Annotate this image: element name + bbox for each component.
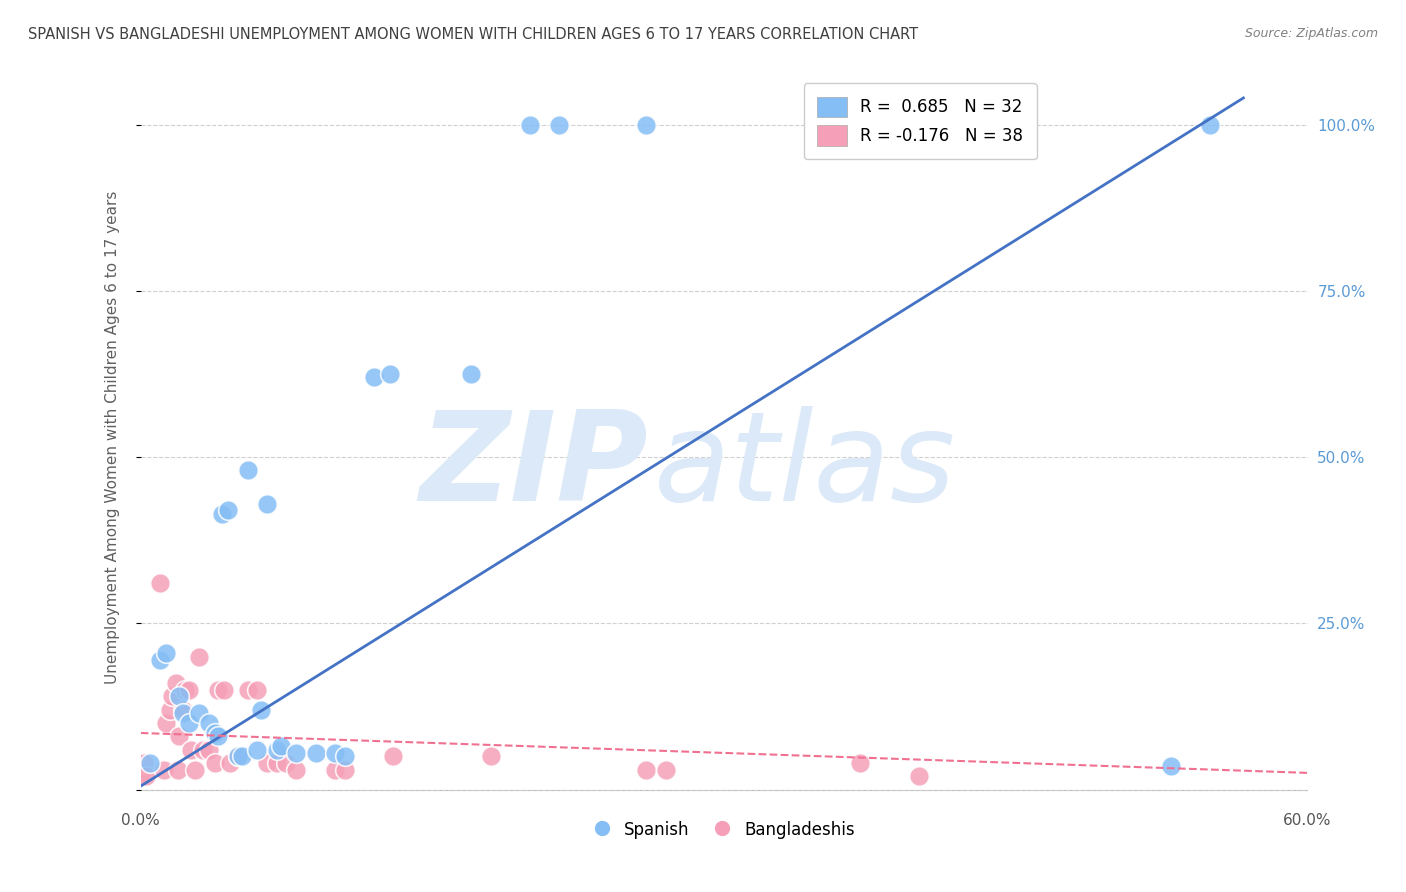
Point — [134, 756, 156, 770]
Point — [166, 763, 188, 777]
Point — [188, 649, 211, 664]
Point — [204, 726, 226, 740]
Point — [212, 682, 235, 697]
Point — [149, 653, 172, 667]
Text: SPANISH VS BANGLADESHI UNEMPLOYMENT AMONG WOMEN WITH CHILDREN AGES 6 TO 17 YEARS: SPANISH VS BANGLADESHI UNEMPLOYMENT AMON… — [28, 27, 918, 42]
Point — [211, 507, 233, 521]
Point — [256, 497, 278, 511]
Point — [236, 682, 259, 697]
Point — [333, 749, 356, 764]
Point — [197, 716, 219, 731]
Point — [217, 503, 239, 517]
Point — [169, 729, 191, 743]
Point — [636, 118, 658, 132]
Point — [270, 739, 292, 754]
Point — [188, 706, 211, 720]
Point — [246, 742, 269, 756]
Point — [155, 646, 177, 660]
Point — [655, 763, 678, 777]
Point — [172, 706, 194, 720]
Point — [378, 367, 401, 381]
Point — [191, 742, 214, 756]
Point — [907, 769, 929, 783]
Point — [323, 763, 346, 777]
Point — [382, 749, 405, 764]
Point — [305, 746, 328, 760]
Point — [519, 118, 541, 132]
Point — [155, 716, 177, 731]
Point — [160, 690, 183, 704]
Point — [285, 763, 308, 777]
Point — [197, 742, 219, 756]
Point — [266, 742, 288, 756]
Point — [246, 682, 269, 697]
Text: atlas: atlas — [654, 406, 956, 527]
Point — [174, 682, 197, 697]
Point — [180, 742, 202, 756]
Point — [165, 676, 187, 690]
Point — [207, 682, 229, 697]
Point — [207, 729, 229, 743]
Point — [256, 756, 278, 770]
Point — [135, 769, 157, 783]
Point — [636, 763, 658, 777]
Point — [169, 690, 191, 704]
Point — [179, 716, 201, 731]
Point — [231, 749, 253, 764]
Point — [363, 370, 385, 384]
Y-axis label: Unemployment Among Women with Children Ages 6 to 17 years: Unemployment Among Women with Children A… — [105, 190, 120, 684]
Point — [184, 763, 207, 777]
Text: ZIP: ZIP — [419, 406, 648, 527]
Point — [250, 703, 273, 717]
Point — [179, 682, 201, 697]
Point — [849, 756, 872, 770]
Point — [266, 756, 288, 770]
Point — [323, 746, 346, 760]
Point — [204, 756, 226, 770]
Legend: Spanish, Bangladeshis: Spanish, Bangladeshis — [586, 814, 862, 846]
Point — [129, 765, 152, 780]
Point — [1160, 759, 1182, 773]
Point — [149, 576, 172, 591]
Point — [236, 463, 259, 477]
Point — [460, 367, 482, 381]
Point — [285, 746, 308, 760]
Point — [219, 756, 242, 770]
Point — [1199, 118, 1222, 132]
Point — [153, 763, 176, 777]
Point — [139, 756, 162, 770]
Point — [159, 703, 181, 717]
Point — [333, 763, 356, 777]
Point — [479, 749, 502, 764]
Text: Source: ZipAtlas.com: Source: ZipAtlas.com — [1244, 27, 1378, 40]
Point — [226, 749, 249, 764]
Point — [547, 118, 569, 132]
Point — [172, 703, 194, 717]
Point — [226, 749, 249, 764]
Point — [276, 756, 298, 770]
